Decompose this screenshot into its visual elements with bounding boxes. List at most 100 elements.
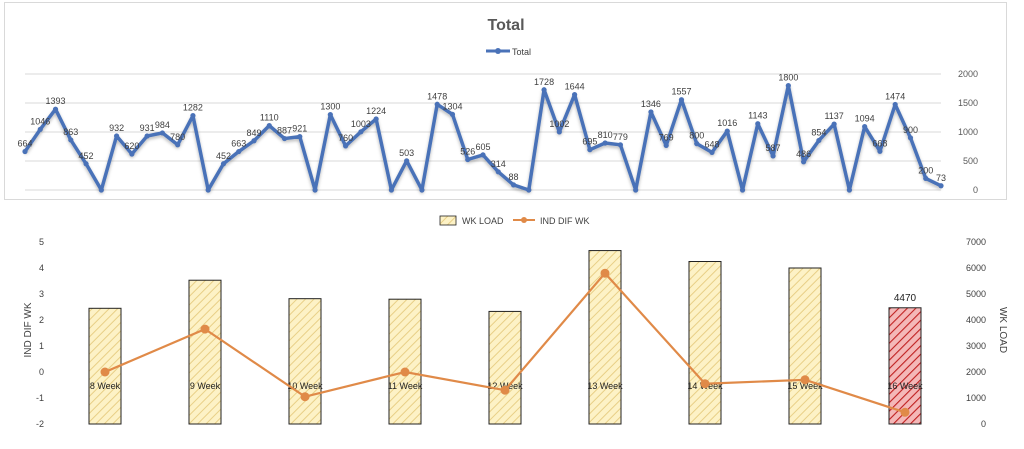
category-label: 8 Week bbox=[90, 381, 121, 391]
data-point bbox=[373, 116, 379, 122]
data-point bbox=[129, 151, 135, 157]
ind-dif-point bbox=[300, 392, 310, 402]
ind-dif-point bbox=[500, 385, 510, 395]
data-point bbox=[98, 187, 104, 193]
data-point bbox=[327, 112, 333, 118]
category-label: 9 Week bbox=[190, 381, 221, 391]
data-point bbox=[312, 187, 318, 193]
data-label: 863 bbox=[63, 127, 78, 137]
data-label: 984 bbox=[155, 120, 170, 130]
data-label: 314 bbox=[491, 159, 506, 169]
data-point bbox=[816, 137, 822, 144]
legend: WK LOAD IND DIF WK bbox=[439, 215, 590, 226]
right-tick-label: 5000 bbox=[966, 289, 986, 299]
data-label: 88 bbox=[509, 172, 519, 182]
last-bar-value-label: 4470 bbox=[894, 293, 917, 304]
data-point bbox=[358, 129, 364, 135]
data-label: 900 bbox=[903, 125, 918, 135]
right-tick-label: 7000 bbox=[966, 237, 986, 247]
data-point bbox=[251, 138, 257, 144]
data-label: 854 bbox=[811, 127, 826, 137]
data-point bbox=[52, 106, 59, 112]
data-label: 486 bbox=[796, 149, 811, 159]
wk-load-bar bbox=[688, 261, 722, 425]
data-label: 664 bbox=[17, 138, 32, 148]
data-point bbox=[892, 101, 898, 108]
data-label: 503 bbox=[399, 148, 414, 158]
data-label: 200 bbox=[918, 165, 933, 175]
left-axis-ticks: -2 -1 0 1 2 3 4 5 bbox=[36, 237, 44, 429]
data-point bbox=[648, 109, 654, 115]
data-point bbox=[83, 161, 89, 167]
data-point bbox=[617, 142, 624, 148]
data-label: 620 bbox=[124, 141, 139, 151]
data-label: 1300 bbox=[320, 102, 340, 112]
data-point bbox=[663, 142, 669, 148]
wk-load-bar bbox=[488, 310, 522, 425]
data-point bbox=[510, 182, 517, 188]
data-label: 1728 bbox=[534, 77, 554, 87]
data-label: 1143 bbox=[748, 111, 767, 121]
category-label: 13 Week bbox=[587, 381, 623, 391]
data-point bbox=[159, 130, 165, 136]
data-label: 1002 bbox=[549, 119, 569, 129]
data-point bbox=[465, 156, 471, 163]
data-point bbox=[602, 140, 608, 146]
data-point bbox=[846, 187, 853, 193]
legend-marker-total bbox=[495, 48, 501, 54]
data-label: 1393 bbox=[46, 96, 66, 106]
data-point bbox=[556, 129, 562, 135]
left-axis-title: IND DIF WK bbox=[23, 302, 34, 357]
data-point bbox=[785, 83, 791, 89]
y-tick-label: 1000 bbox=[958, 127, 978, 137]
data-point bbox=[877, 148, 883, 154]
right-tick-label: 0 bbox=[981, 419, 986, 429]
data-point bbox=[923, 175, 929, 181]
data-point bbox=[755, 121, 761, 127]
series-total bbox=[22, 83, 944, 193]
ind-dif-point bbox=[400, 367, 410, 377]
data-point bbox=[724, 128, 730, 134]
right-tick-label: 6000 bbox=[966, 263, 986, 273]
wk-load-bar bbox=[88, 307, 122, 425]
data-point bbox=[236, 148, 242, 155]
data-label: 73 bbox=[936, 173, 946, 183]
data-label: 1003 bbox=[351, 119, 371, 129]
data-label: 849 bbox=[246, 128, 261, 138]
data-label: 1644 bbox=[565, 82, 585, 92]
data-label: 1304 bbox=[442, 101, 462, 111]
data-label: 1282 bbox=[183, 103, 203, 113]
data-point bbox=[633, 187, 639, 193]
data-label: 800 bbox=[689, 131, 704, 141]
left-tick-label: 5 bbox=[39, 237, 44, 247]
left-tick-label: 2 bbox=[39, 315, 44, 325]
category-label: 15 Week bbox=[787, 381, 823, 391]
data-point bbox=[190, 113, 196, 119]
left-tick-label: 4 bbox=[39, 263, 44, 273]
data-label: 526 bbox=[460, 146, 475, 156]
right-tick-label: 4000 bbox=[966, 315, 986, 325]
data-point bbox=[862, 123, 868, 130]
data-label: 932 bbox=[109, 123, 124, 133]
y-tick-label: 0 bbox=[973, 185, 978, 195]
data-point bbox=[526, 187, 532, 193]
data-point bbox=[205, 187, 211, 193]
data-point bbox=[572, 92, 578, 98]
data-label: 810 bbox=[598, 130, 613, 140]
category-label: 16 Week bbox=[887, 381, 923, 391]
data-point bbox=[404, 158, 410, 164]
ind-dif-point bbox=[800, 375, 810, 385]
legend-label-total: Total bbox=[512, 47, 531, 57]
wk-load-bar bbox=[788, 267, 822, 425]
ind-dif-point bbox=[700, 379, 710, 389]
data-label: 1346 bbox=[641, 99, 661, 109]
right-tick-label: 3000 bbox=[966, 341, 986, 351]
data-label: 1110 bbox=[260, 113, 279, 123]
series-wk-load bbox=[88, 250, 922, 425]
left-tick-label: 0 bbox=[39, 367, 44, 377]
category-label: 10 Week bbox=[287, 381, 323, 391]
data-label: 887 bbox=[277, 126, 292, 136]
data-point bbox=[541, 87, 547, 93]
data-point bbox=[449, 111, 456, 117]
category-label: 11 Week bbox=[388, 381, 423, 391]
